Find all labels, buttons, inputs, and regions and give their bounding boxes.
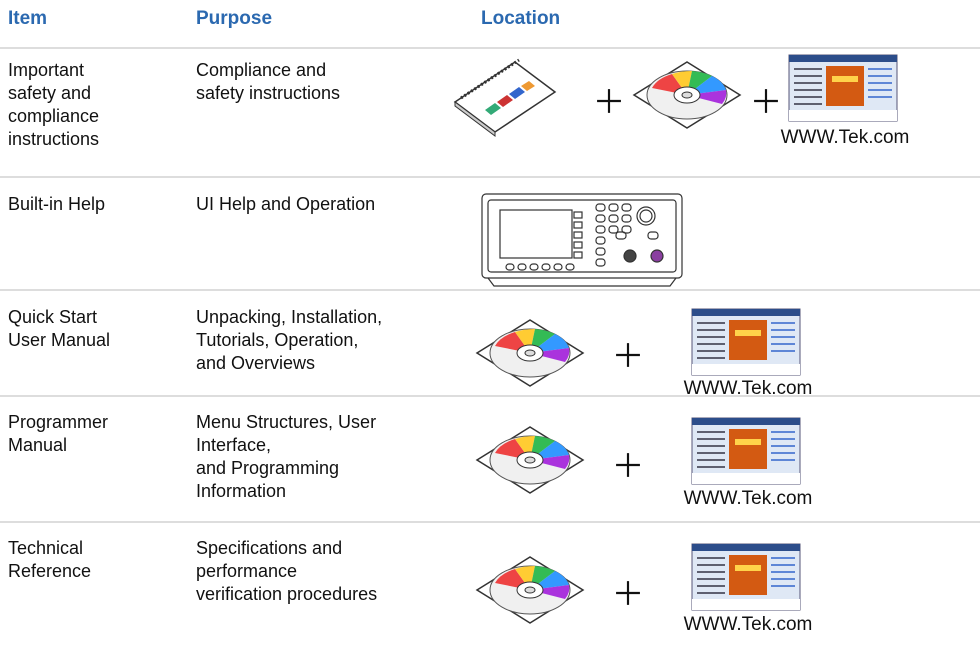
cd-icon — [476, 426, 584, 494]
purpose: Specifications and performance verificat… — [196, 538, 378, 604]
plus — [596, 88, 622, 114]
cd-icon — [476, 319, 584, 387]
column-header: Item — [8, 8, 48, 29]
purpose: Menu Structures, User Interface, and Pro… — [196, 412, 377, 501]
plus — [615, 342, 641, 368]
item: Built-in Help — [8, 194, 106, 214]
column-header: Location — [481, 8, 561, 29]
item: Quick Start User Manual — [8, 307, 111, 350]
item: Technical Reference — [8, 538, 92, 581]
purpose: Compliance and safety instructions — [196, 60, 341, 103]
location-caption: WWW.Tek.com — [780, 127, 910, 148]
website-icon — [691, 417, 801, 485]
website-icon — [788, 54, 898, 122]
website-icon — [691, 308, 801, 376]
plus — [615, 452, 641, 478]
purpose: UI Help and Operation — [196, 194, 376, 214]
location-caption: WWW.Tek.com — [683, 488, 813, 509]
location-caption: WWW.Tek.com — [683, 614, 813, 635]
row-dividers — [0, 47, 980, 523]
plus — [615, 580, 641, 606]
cd-icon — [476, 556, 584, 624]
item: Programmer Manual — [8, 412, 109, 455]
column-header: Purpose — [196, 8, 273, 29]
location-caption: WWW.Tek.com — [683, 378, 813, 399]
instrument-icon — [481, 193, 683, 287]
item: Important safety and compliance instruct… — [8, 60, 100, 149]
purpose: Unpacking, Installation, Tutorials, Oper… — [196, 307, 383, 373]
website-icon — [691, 543, 801, 611]
plus — [753, 88, 779, 114]
manual-icon — [453, 58, 557, 137]
cd-icon — [633, 61, 741, 129]
